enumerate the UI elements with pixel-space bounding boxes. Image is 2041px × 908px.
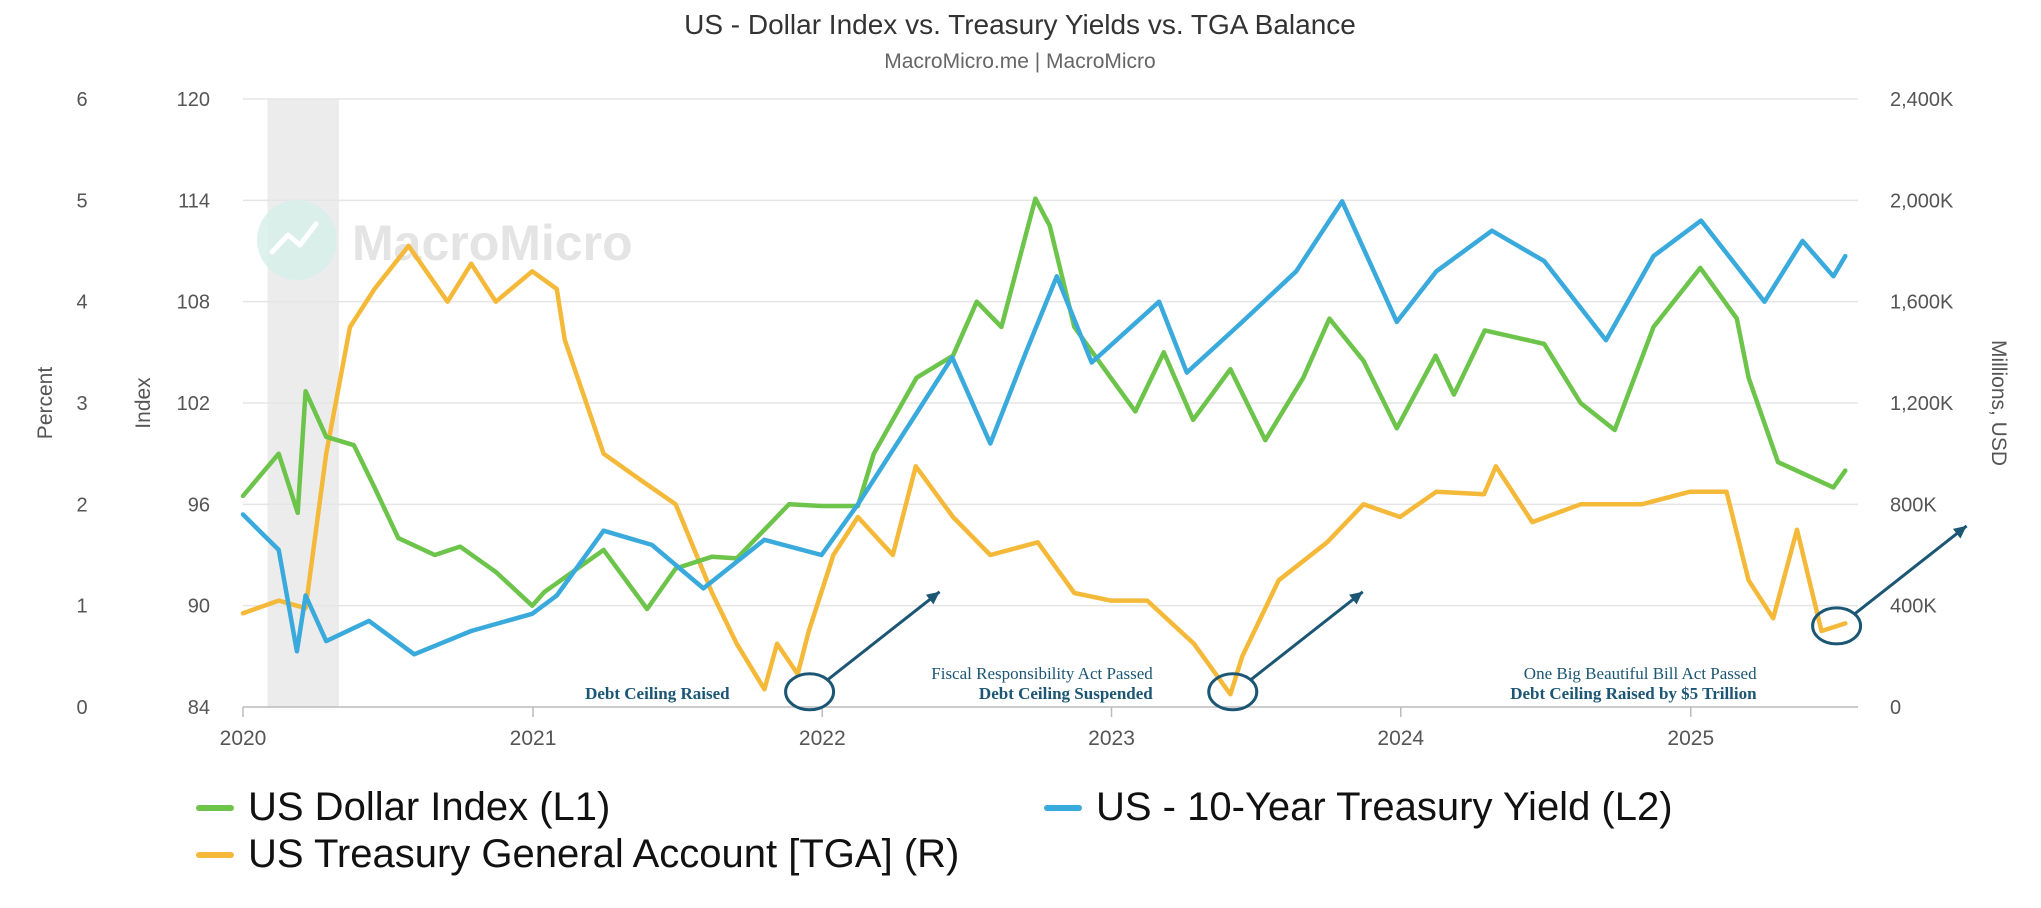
gridlines bbox=[243, 98, 1858, 708]
r-axis-title: Millions, USD bbox=[1987, 340, 2010, 466]
r-tick-label: 1,600K bbox=[1890, 292, 1954, 314]
l1-tick-label: 96 bbox=[188, 494, 210, 516]
l1-tick-label: 120 bbox=[177, 89, 210, 111]
x-tick-label: 2022 bbox=[799, 727, 846, 750]
r-tick-label: 400K bbox=[1890, 596, 1937, 618]
annotation-circle-2 bbox=[1811, 606, 1863, 646]
chart-subtitle: MacroMicro.me | MacroMicro bbox=[884, 50, 1155, 73]
annotation-text-1-1: Debt Ceiling Suspended bbox=[979, 684, 1153, 703]
r-tick-label: 2,400K bbox=[1890, 89, 1954, 111]
annotation-arrow-1 bbox=[1249, 590, 1364, 681]
l1-tick-label: 84 bbox=[188, 697, 210, 719]
l1-tick-label: 114 bbox=[178, 190, 210, 212]
l2-tick-label: 4 bbox=[76, 292, 87, 314]
r-tick-label: 1,200K bbox=[1890, 393, 1954, 415]
annotation-text-0-0: Debt Ceiling Raised bbox=[585, 684, 730, 703]
x-tick-label: 2025 bbox=[1667, 727, 1714, 750]
series-line-yield bbox=[240, 199, 1848, 657]
annotation-arrowhead-2 bbox=[1952, 525, 1967, 539]
r-tick-label: 800K bbox=[1890, 494, 1937, 516]
r-tick-label: 2,000K bbox=[1890, 190, 1954, 212]
annotation-text-2-1: Debt Ceiling Raised by $5 Trillion bbox=[1510, 684, 1757, 703]
l2-axis-title: Percent bbox=[34, 367, 57, 440]
annotation-circle-0 bbox=[784, 672, 836, 712]
chart-title: US - Dollar Index vs. Treasury Yields vs… bbox=[684, 9, 1356, 40]
series-line-tga bbox=[240, 243, 1848, 697]
l1-axis-title: Index bbox=[132, 377, 155, 429]
l1-tick-label: 102 bbox=[177, 393, 210, 415]
series-line-dxy bbox=[240, 196, 1848, 612]
annotation-text-1-0: Fiscal Responsibility Act Passed bbox=[931, 664, 1153, 683]
l2-tick-label: 1 bbox=[76, 596, 87, 618]
annotation-circle-1 bbox=[1207, 672, 1259, 712]
annotation-arrow-0 bbox=[826, 590, 941, 681]
x-tick-label: 2024 bbox=[1377, 727, 1424, 750]
axes: 0 84 0 1 90 400K 2 96 800K 3 102 1,200K 4 108 1,600K 5 1… bbox=[34, 89, 2010, 750]
annotation-arrow-2 bbox=[1853, 524, 1968, 616]
annotation-arrowhead-0 bbox=[925, 591, 940, 605]
l2-tick-label: 0 bbox=[76, 697, 87, 719]
l2-tick-label: 6 bbox=[76, 89, 87, 111]
l2-tick-label: 3 bbox=[76, 393, 87, 415]
x-tick-label: 2021 bbox=[510, 727, 557, 750]
l1-tick-label: 108 bbox=[177, 292, 210, 314]
watermark: MacroMicro bbox=[257, 200, 633, 280]
annotation-text-2-0: One Big Beautiful Bill Act Passed bbox=[1524, 664, 1757, 683]
series-lines bbox=[240, 196, 1848, 697]
annotation-arrowhead-1 bbox=[1349, 591, 1363, 605]
l1-tick-label: 90 bbox=[188, 596, 210, 618]
r-tick-label: 0 bbox=[1890, 697, 1901, 719]
x-tick-label: 2023 bbox=[1088, 727, 1135, 750]
l2-tick-label: 5 bbox=[76, 190, 87, 212]
l2-tick-label: 2 bbox=[76, 494, 87, 516]
x-tick-label: 2020 bbox=[220, 727, 267, 750]
annotations: Debt Ceiling Raised Fiscal Responsibility… bbox=[585, 524, 1968, 712]
